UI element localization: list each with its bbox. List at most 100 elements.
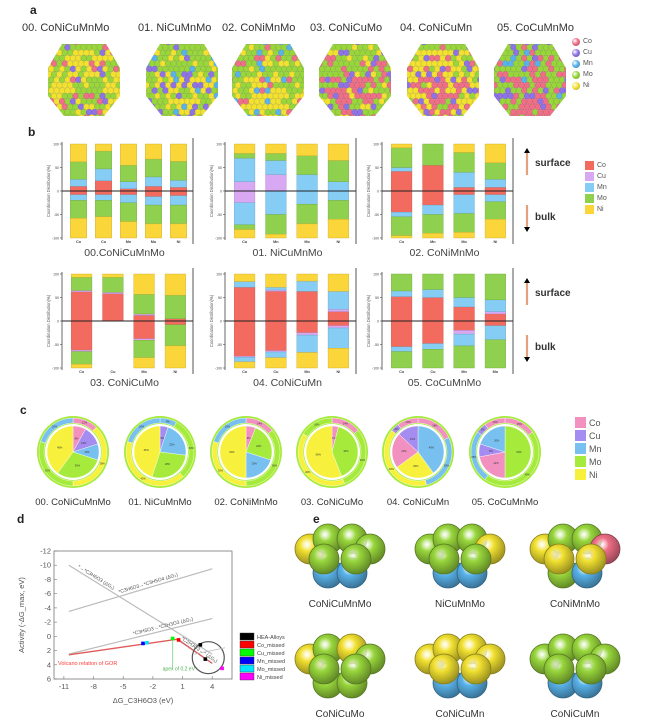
atom-Co bbox=[529, 114, 536, 116]
donut-chart-0: 12%38%30%20%8%12%10%30%40%00. CoNiCuMnMo bbox=[35, 416, 111, 508]
atom-Cu bbox=[386, 71, 391, 78]
y-tick-label: 100 bbox=[373, 143, 379, 147]
atom-Mo bbox=[340, 543, 372, 575]
atom-Mo bbox=[543, 653, 575, 685]
y-tick-label: 0 bbox=[377, 190, 379, 194]
donut-inner-slice-Mo bbox=[331, 426, 359, 477]
y-tick-label: 6 bbox=[47, 675, 51, 684]
bar-segment-bulk-Mn bbox=[234, 202, 256, 226]
legend-swatch bbox=[585, 183, 594, 192]
bar-segment-surface-Cu bbox=[71, 290, 93, 293]
zoom-line bbox=[194, 647, 226, 655]
bar-segment-bulk-Ni bbox=[484, 218, 506, 239]
panel-e-label: e bbox=[313, 512, 320, 526]
data-point-Mn_missed bbox=[141, 641, 145, 646]
y-tick-label: 4 bbox=[47, 660, 51, 669]
bar-segment-surface-Co bbox=[391, 171, 413, 192]
legend-swatch bbox=[239, 656, 255, 665]
cluster-1: NiCuMnMo bbox=[414, 523, 506, 610]
bar-segment-bulk-Ni bbox=[265, 357, 287, 369]
bar-segment-bulk-Mn bbox=[170, 195, 187, 206]
atom-Mo bbox=[213, 71, 218, 78]
atom-Mo bbox=[267, 44, 274, 46]
y-axis-label: Coordination Distribution(%) bbox=[46, 294, 51, 347]
bar-segment-surface-Co bbox=[265, 291, 287, 322]
bar-segment-bulk-Cu bbox=[453, 330, 475, 335]
atoms bbox=[319, 44, 391, 116]
donut-inner-slice-Cu bbox=[398, 425, 419, 453]
atom-Mo bbox=[61, 44, 69, 46]
y-tick-label: 50 bbox=[218, 166, 222, 170]
cluster-title: CoNiCuMnMo bbox=[309, 599, 372, 610]
slice-label: 28% bbox=[165, 462, 171, 466]
bar-segment-bulk-Co bbox=[145, 190, 162, 197]
atom-Cu bbox=[507, 44, 515, 46]
donut-chart-3: 14% 30% 40% 16% 4% 40% 56% 03. CoNiCuMo bbox=[296, 416, 368, 508]
y-tick-label: -100 bbox=[52, 367, 59, 371]
x-tick-label: 4 bbox=[210, 682, 214, 691]
atom-Co bbox=[561, 82, 566, 89]
y-tick-label: -2 bbox=[44, 618, 51, 627]
slice-label: 45% bbox=[144, 448, 150, 452]
bar-segment-surface-Mo bbox=[391, 147, 413, 168]
y-axis-label: Coordination Distribution(%) bbox=[46, 164, 51, 217]
donut-outer-slice-Mn bbox=[213, 417, 247, 444]
panel-e-active-site-clusters: CoNiCuMnMo NiCuMnMo CoNiMnMo CoNiCuMo CoNiCu… bbox=[294, 523, 621, 717]
bar-segment-bulk-Ni bbox=[296, 223, 318, 239]
legend-swatch bbox=[239, 648, 255, 657]
atom-Mo bbox=[115, 82, 120, 89]
slice-label: 6% bbox=[247, 436, 251, 440]
bar-segment-bulk-Ni bbox=[453, 232, 475, 239]
y-tick-label: -50 bbox=[217, 343, 222, 347]
atom-Mo bbox=[181, 114, 188, 116]
bar-segment-surface-Mo bbox=[484, 162, 506, 180]
bar-category-label: Mo bbox=[304, 240, 310, 244]
atom-Cu bbox=[165, 44, 172, 46]
atom-Mo bbox=[251, 114, 258, 116]
nanoparticle-title: 01. NiCuMnMo bbox=[138, 22, 212, 34]
atom-Mo bbox=[175, 44, 183, 46]
atom-Mo bbox=[338, 44, 345, 46]
bar-segment-bulk-Mn bbox=[391, 211, 413, 218]
y-tick-label: 50 bbox=[375, 296, 379, 300]
atom-Mo bbox=[159, 114, 167, 116]
bar-segment-surface-Co bbox=[453, 187, 475, 192]
bar-segment-surface-Mo bbox=[145, 158, 162, 178]
donut-inner-slice-Ni bbox=[133, 425, 161, 477]
slice-label: 5% bbox=[160, 436, 164, 440]
cluster-4: CoNiCuMn bbox=[414, 633, 506, 717]
atom-Mo bbox=[442, 44, 449, 46]
bar-segment-bulk-Mn bbox=[296, 334, 318, 353]
y-tick-label: 50 bbox=[218, 296, 222, 300]
bar-segment-bulk-Mo bbox=[327, 200, 349, 220]
atom-Mo bbox=[474, 71, 479, 78]
bar-segment-surface-Cu bbox=[265, 174, 287, 192]
bar-segment-surface-Mn bbox=[484, 179, 506, 188]
slice-label: 22% bbox=[169, 442, 175, 446]
bar-segment-bulk-Ni bbox=[422, 233, 444, 239]
bar-segment-bulk-Cu bbox=[234, 190, 256, 203]
slice-label: 40% bbox=[57, 446, 63, 450]
slice-label: 50% bbox=[229, 450, 235, 454]
bar-segment-surface-Cu bbox=[234, 181, 256, 192]
atom-Ni bbox=[272, 114, 280, 116]
atom-Cu bbox=[564, 87, 566, 94]
atom-Co bbox=[564, 65, 566, 73]
atom-Co bbox=[370, 114, 377, 116]
bar-segment-bulk-Ni bbox=[234, 229, 256, 239]
atom-Mo bbox=[118, 65, 120, 73]
bar-segment-bulk-Co bbox=[120, 190, 137, 195]
bar-category-label: Mo bbox=[151, 240, 157, 244]
arrow-head bbox=[524, 148, 530, 153]
atom-Mo bbox=[192, 44, 199, 46]
cluster-title: CoNiCuMn bbox=[551, 709, 600, 717]
donut-inner-slice-Ni bbox=[219, 425, 247, 479]
atom-Mo bbox=[77, 44, 85, 46]
cluster-title: NiCuMnMo bbox=[435, 599, 485, 610]
panel-b-legend: Co Cu Mn Mo Ni bbox=[585, 160, 607, 215]
bar-segment-bulk-Mn bbox=[265, 190, 287, 215]
atom-Cu bbox=[477, 76, 479, 83]
bar-segment-surface-Mn bbox=[391, 167, 413, 172]
bar-category-label: Mo bbox=[493, 370, 499, 374]
atom-Ni bbox=[428, 653, 460, 685]
